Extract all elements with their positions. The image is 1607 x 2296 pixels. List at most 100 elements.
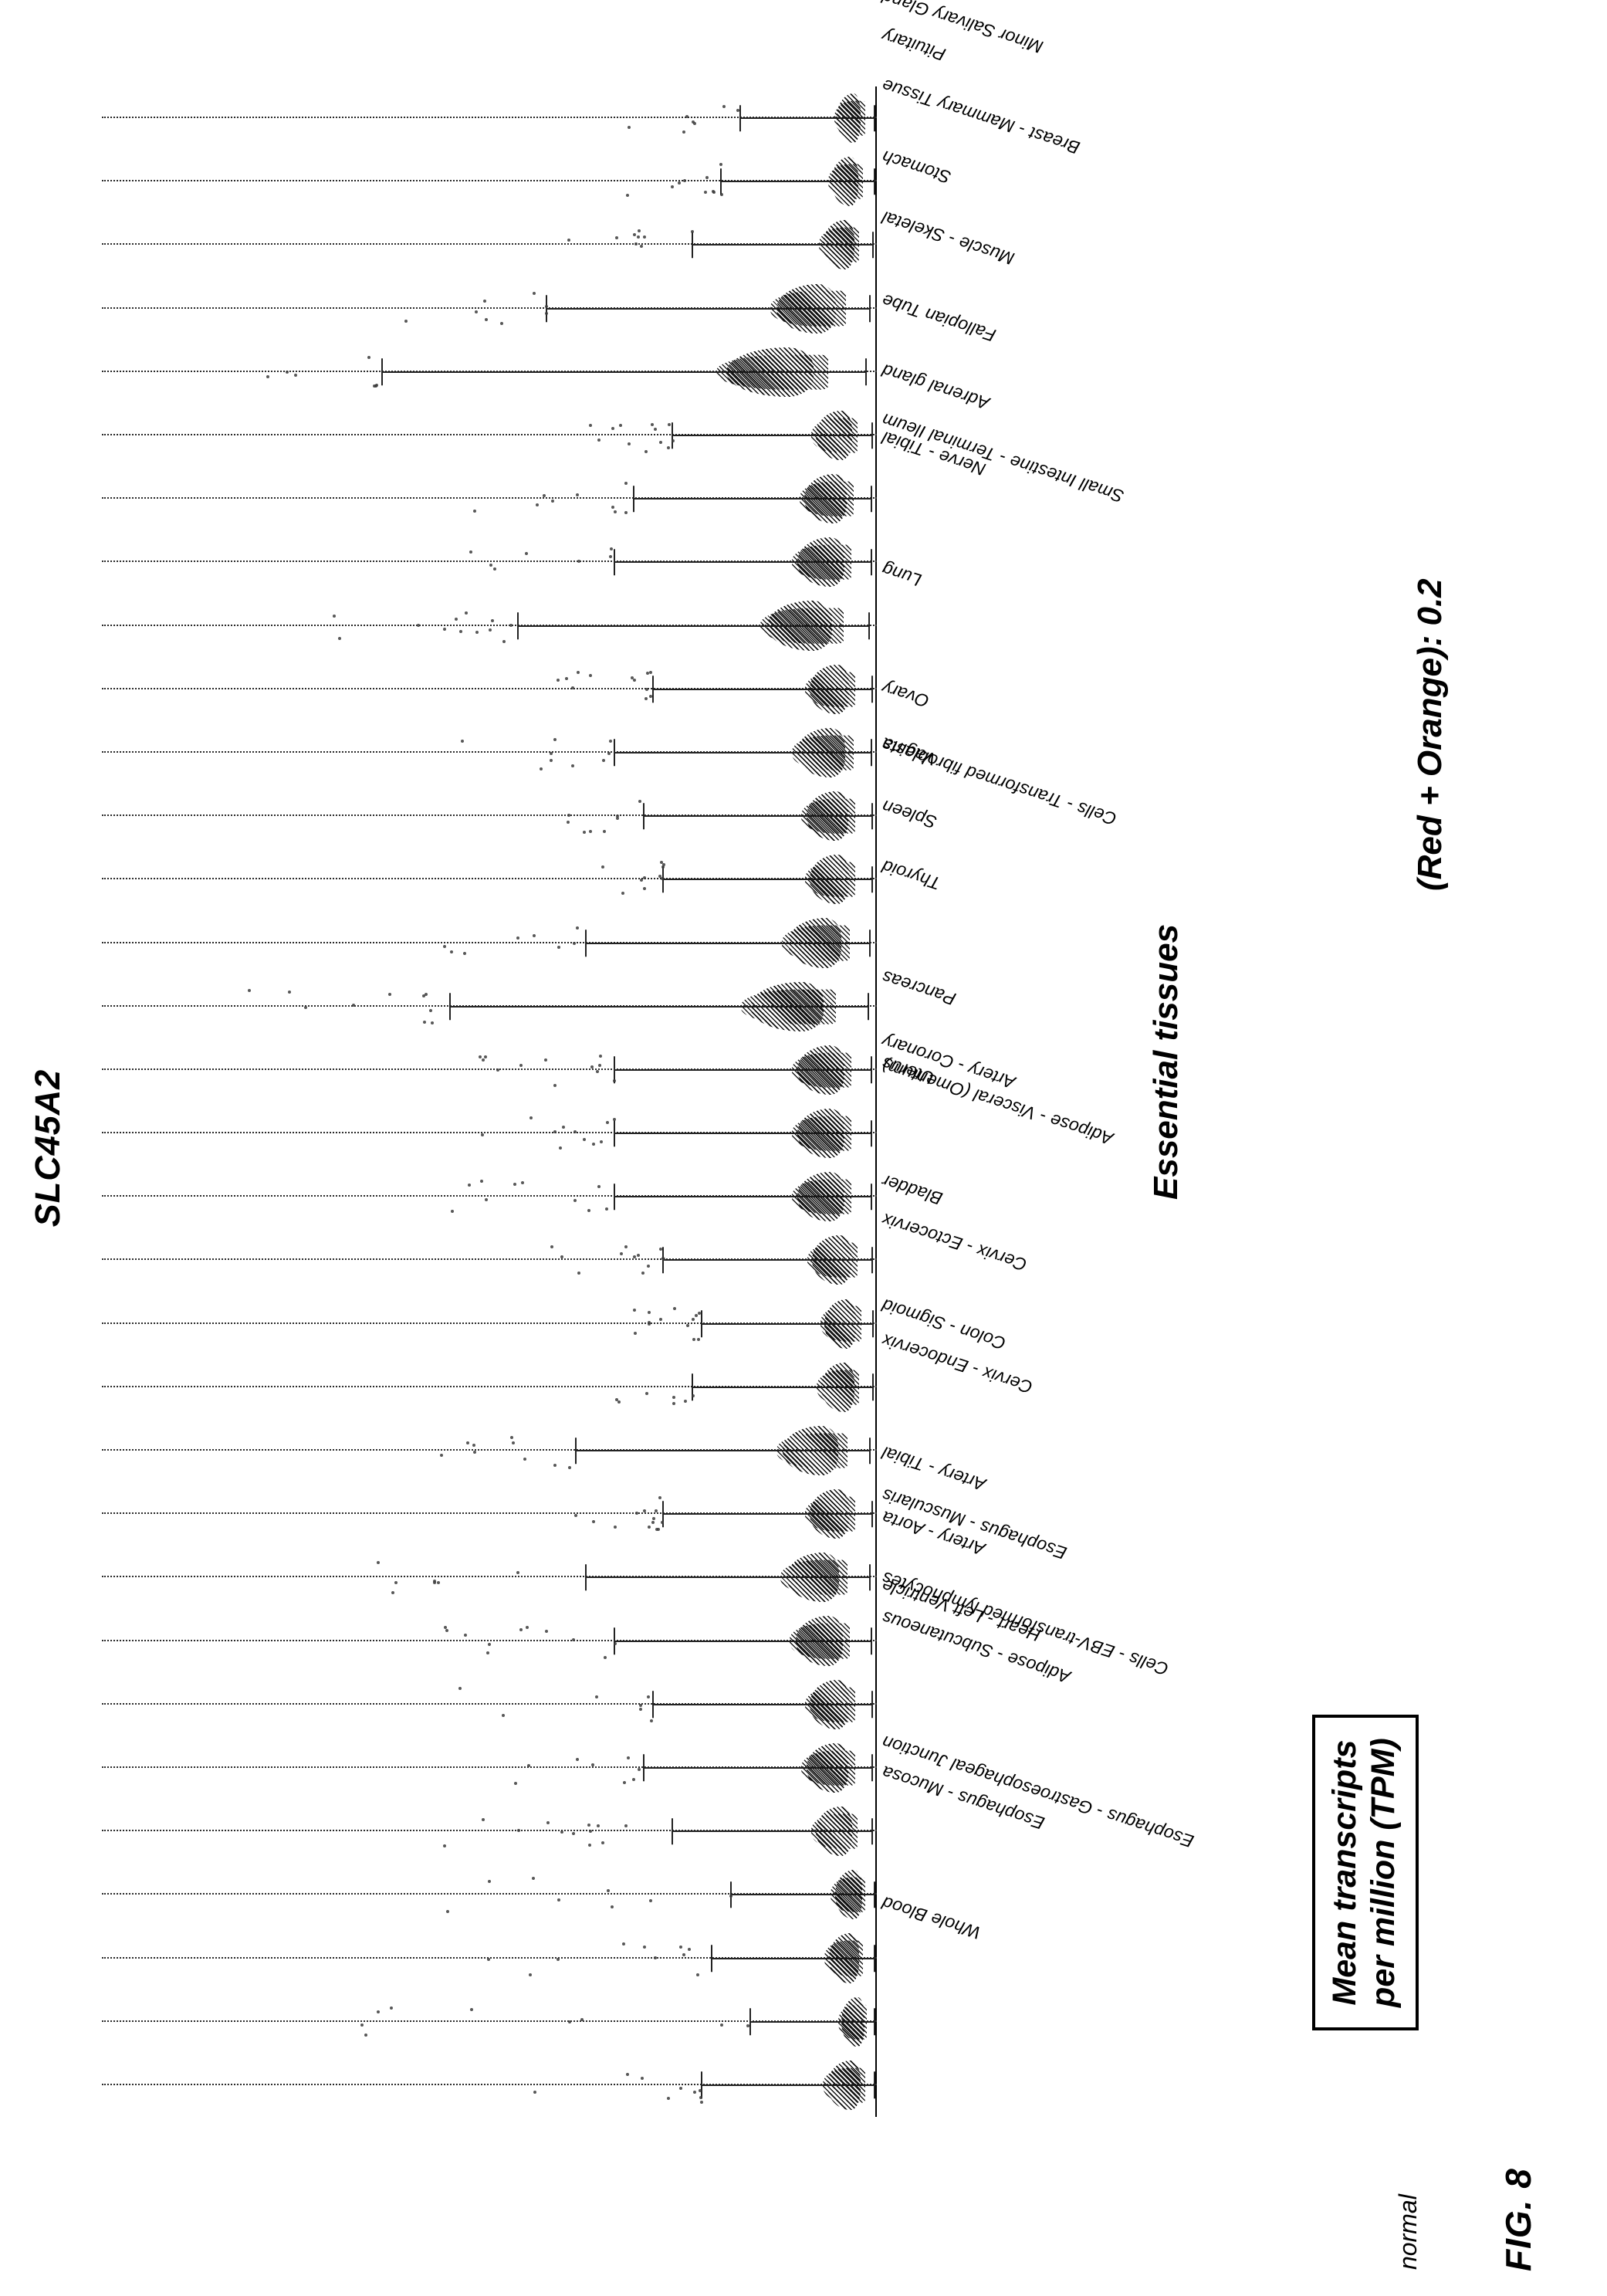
- box-plot-column[interactable]: [102, 1990, 877, 2054]
- whisker-cap-low: [871, 1501, 873, 1528]
- outlier-point: [573, 1199, 577, 1202]
- box-plot-column[interactable]: [102, 1610, 877, 1673]
- box-plot-column[interactable]: [102, 784, 877, 848]
- outlier-point: [557, 1958, 560, 1961]
- box-plot-column[interactable]: [102, 1673, 877, 1736]
- box-plot-column[interactable]: [102, 340, 877, 404]
- whisker-cap-high: [614, 1627, 615, 1654]
- box-plot-column[interactable]: [102, 848, 877, 911]
- outlier-point: [592, 1520, 595, 1523]
- box-plot-column[interactable]: [102, 213, 877, 276]
- box-plot-column[interactable]: [102, 1419, 877, 1482]
- box-plot-column[interactable]: [102, 594, 877, 658]
- box-plot-column[interactable]: [102, 467, 877, 530]
- outlier-point: [597, 439, 601, 442]
- box-plot-column[interactable]: [102, 1038, 877, 1102]
- outlier-point: [601, 1841, 604, 1844]
- figure-number-label: FIG. 8: [1497, 2168, 1539, 2271]
- outlier-point: [450, 950, 453, 953]
- outlier-point: [304, 1006, 307, 1009]
- box-plot-column[interactable]: [102, 277, 877, 340]
- outlier-point: [565, 677, 568, 680]
- outlier-point: [704, 191, 707, 194]
- data-point-cloud: [788, 918, 841, 967]
- box-plot-column[interactable]: [102, 530, 877, 594]
- whisker-cap-low: [871, 1818, 873, 1845]
- whisker-cap-low: [871, 676, 873, 703]
- tissue-tick-label: Cervix - Ectocervix: [880, 1210, 1029, 1273]
- outlier-point: [640, 245, 643, 248]
- outlier-point: [624, 511, 628, 514]
- outlier-point: [533, 292, 536, 295]
- box-plot-column[interactable]: [102, 1292, 877, 1356]
- outlier-point: [720, 2023, 723, 2027]
- outlier-point: [692, 1318, 695, 1321]
- tissue-tick-label: Pituitary: [880, 26, 948, 63]
- outlier-point: [459, 630, 462, 633]
- outlier-point: [482, 1818, 485, 1821]
- outlier-point: [692, 1394, 695, 1397]
- outlier-point: [446, 1910, 449, 1913]
- box-plot-column[interactable]: [102, 1165, 877, 1228]
- outlier-point: [599, 1055, 602, 1058]
- outlier-point: [602, 759, 605, 762]
- box-plot-column[interactable]: [102, 1546, 877, 1609]
- whisker-cap-low: [874, 105, 875, 132]
- box-plot-column[interactable]: [102, 1736, 877, 1800]
- outlier-point: [637, 235, 640, 239]
- outlier-point: [533, 2091, 536, 2094]
- outlier-point: [647, 1265, 650, 1268]
- box-plot-column[interactable]: [102, 1926, 877, 1990]
- outlier-point: [633, 1309, 636, 1312]
- outlier-point: [521, 1181, 524, 1184]
- box-plot-column[interactable]: [102, 404, 877, 467]
- outlier-point: [719, 163, 722, 166]
- box-plot-column[interactable]: [102, 1102, 877, 1165]
- data-point-cloud: [829, 1933, 859, 1983]
- box-plot-column[interactable]: [102, 911, 877, 974]
- whisker-cap-low: [874, 2072, 875, 2099]
- outlier-point: [720, 193, 723, 196]
- whisker-cap-high: [652, 1692, 654, 1719]
- outlier-point: [464, 1634, 467, 1637]
- outlier-point: [574, 1514, 577, 1517]
- outlier-point: [571, 686, 574, 689]
- outlier-point: [580, 2018, 584, 2021]
- outlier-point: [667, 2097, 670, 2100]
- outlier-point: [639, 1704, 642, 1707]
- box-plot-column[interactable]: [102, 1228, 877, 1292]
- outlier-point: [628, 442, 631, 445]
- outlier-point: [583, 831, 586, 834]
- outlier-point: [682, 130, 685, 134]
- data-point-cloud: [821, 1363, 854, 1412]
- box-plot-column[interactable]: [102, 1356, 877, 1419]
- outlier-point: [550, 752, 553, 755]
- tissue-tick-label: Pancreas: [880, 967, 958, 1007]
- outlier-point: [607, 1889, 610, 1892]
- outlier-point: [544, 1058, 547, 1062]
- outlier-point: [655, 1509, 658, 1512]
- outlier-point: [567, 239, 570, 242]
- whisker-cap-low: [871, 1627, 872, 1654]
- box-plot-column[interactable]: [102, 1482, 877, 1546]
- outlier-point: [654, 428, 657, 431]
- box-plot-column[interactable]: [102, 721, 877, 784]
- outlier-point: [631, 676, 634, 679]
- box-plot-column[interactable]: [102, 2054, 877, 2117]
- outlier-point: [659, 1248, 662, 1251]
- box-plot-column[interactable]: [102, 658, 877, 721]
- outlier-point: [661, 1521, 664, 1524]
- box-plot-column[interactable]: [102, 1800, 877, 1863]
- outlier-point: [440, 1454, 443, 1457]
- box-plot-column[interactable]: [102, 150, 877, 213]
- outlier-point: [568, 2020, 571, 2023]
- box-plot-column[interactable]: [102, 1863, 877, 1926]
- box-plot-column[interactable]: [102, 975, 877, 1038]
- box-plot-column[interactable]: [102, 86, 877, 150]
- outlier-point: [540, 767, 543, 770]
- outlier-point: [640, 879, 643, 882]
- outlier-point: [523, 1458, 526, 1461]
- outlier-point: [638, 229, 641, 232]
- outlier-point: [514, 1782, 517, 1785]
- whisker-cap-low: [869, 1564, 871, 1591]
